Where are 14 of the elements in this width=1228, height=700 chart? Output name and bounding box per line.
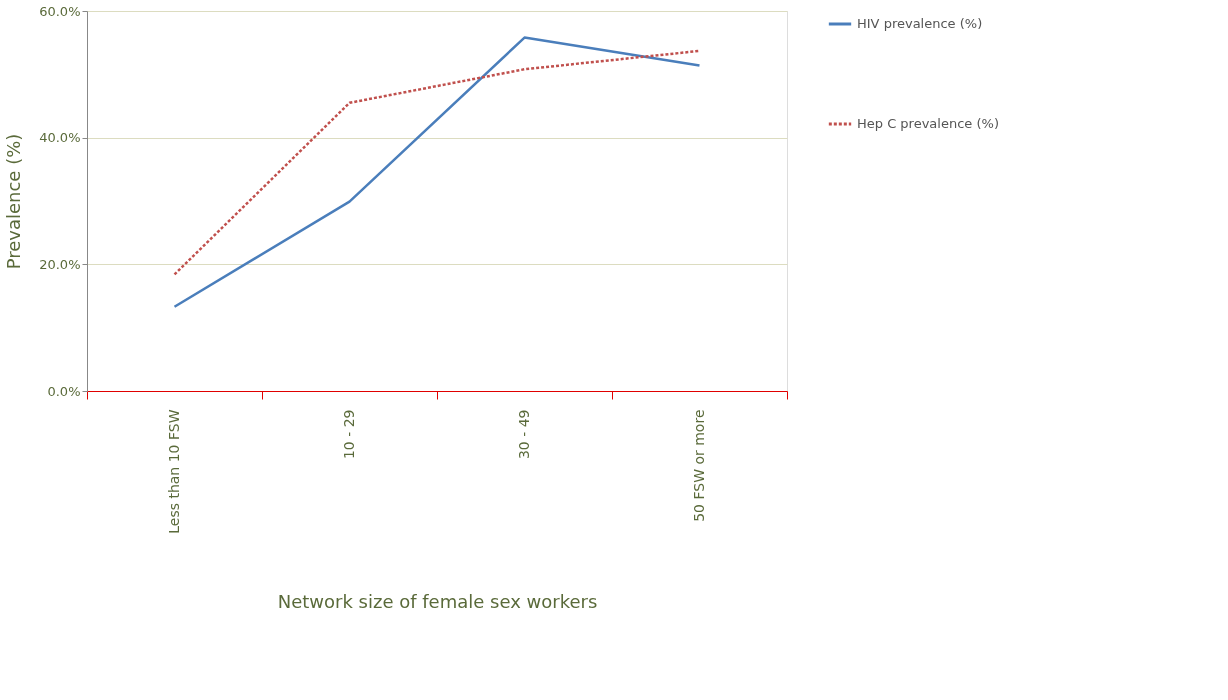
y-tick-label: 40.0% [39,130,81,146]
line-series [173,49,701,276]
y-tick-label: 60.0% [39,3,81,19]
legend-label: HIV prevalence (%) [857,16,983,31]
x-tick-label: 50 FSW or more [691,409,707,522]
y-tick-label: 0.0% [47,383,81,399]
x-tick-label: 30 - 49 [516,409,532,460]
x-axis-title: Network size of female sex workers [277,590,598,612]
x-tick-label: Less than 10 FSW [166,409,182,534]
y-tick-label: 20.0% [39,256,81,272]
y-axis-title: Prevalence (%) [3,133,25,270]
line-series [173,36,701,309]
legend-label: Hep C prevalence (%) [857,116,999,131]
x-tick-label: 10 - 29 [341,409,357,460]
